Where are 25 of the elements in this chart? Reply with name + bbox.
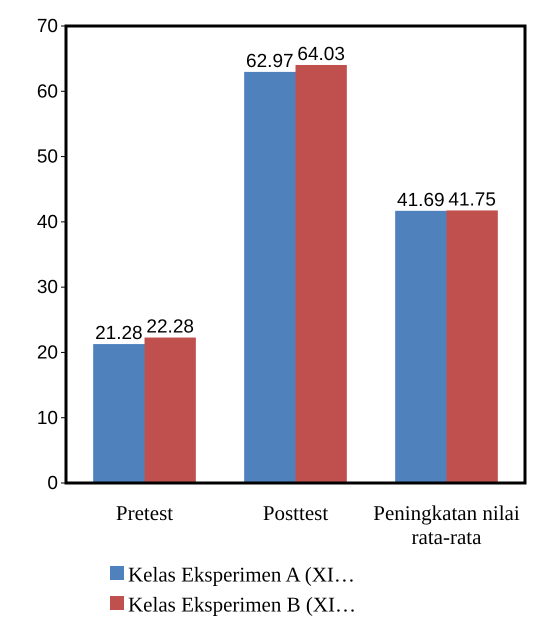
- bar: [395, 210, 446, 483]
- legend-label: Kelas Eksperimen A (XI…: [128, 562, 355, 586]
- y-tick-label: 20: [36, 342, 58, 364]
- x-tick-label: Peningkatan nilai rata-rata: [373, 500, 520, 550]
- y-tick-label: 60: [36, 81, 58, 102]
- y-tick-label: 0: [47, 473, 58, 494]
- y-tick-label: 50: [36, 146, 58, 168]
- bar: [93, 344, 145, 483]
- data-label: 21.28: [95, 323, 143, 344]
- y-tick-label: 30: [36, 277, 58, 298]
- y-tick-label: 40: [36, 212, 58, 233]
- x-tick-label: Pretest: [116, 500, 174, 525]
- bar: [244, 72, 296, 483]
- bar: [296, 64, 347, 483]
- bar: [446, 210, 498, 483]
- x-tick-label: Posttest: [262, 500, 328, 525]
- bar: [144, 338, 196, 483]
- data-label: 62.97: [246, 50, 294, 72]
- data-label: 41.75: [448, 189, 496, 210]
- y-tick-label: 70: [36, 16, 58, 38]
- legend-label: Kelas Eksperimen B (XI…: [128, 592, 356, 616]
- data-label: 22.28: [146, 316, 194, 338]
- data-label: 41.69: [397, 190, 445, 211]
- data-label: 64.03: [297, 44, 345, 65]
- y-tick-label: 10: [36, 408, 58, 429]
